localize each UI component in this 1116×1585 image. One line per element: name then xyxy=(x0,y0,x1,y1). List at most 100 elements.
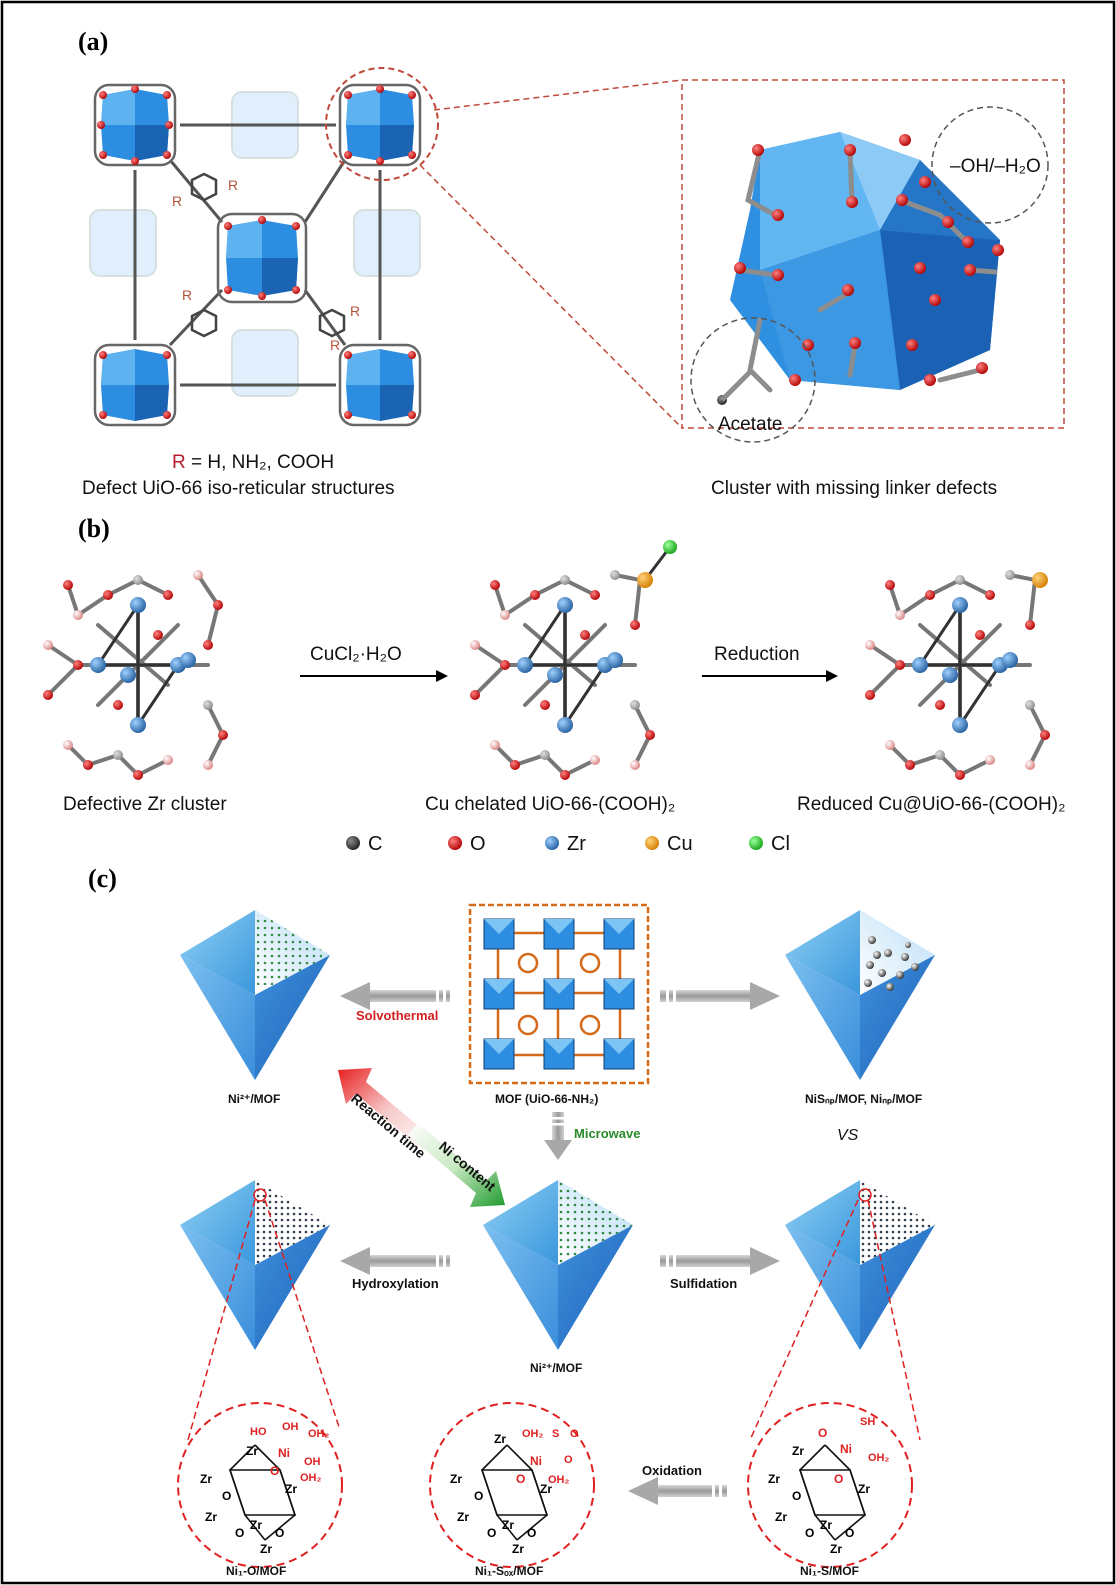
atom-oh2: OH₂ xyxy=(300,1472,322,1484)
atom-o: O xyxy=(270,1464,279,1478)
label-solvothermal: Solvothermal xyxy=(356,1008,438,1023)
zoom-highlight-circle xyxy=(325,67,439,181)
r-substituent: R xyxy=(350,303,360,319)
octahedron-nisnp-mof xyxy=(785,910,935,1080)
atom-zr: Zr xyxy=(768,1472,780,1486)
zr-cluster xyxy=(93,83,177,167)
legend-item-zr: Zr xyxy=(545,833,586,855)
atom-zr: Zr xyxy=(540,1482,552,1496)
legend-label-zr: Zr xyxy=(567,833,586,855)
ni-content-arrow xyxy=(408,1123,505,1207)
panel-a-label: (a) xyxy=(78,27,108,56)
zr-cluster-cu-chelated xyxy=(470,540,677,780)
caption-defective-zr: Defective Zr cluster xyxy=(63,794,227,815)
hydroxylation-arrow xyxy=(340,1247,450,1275)
label-ni1-sox-mof: Ni₁-Sₒₓ/MOF xyxy=(475,1564,543,1578)
octahedron-sulfided xyxy=(785,1180,935,1350)
atom-zr: Zr xyxy=(502,1518,514,1532)
nanoparticle xyxy=(864,936,919,991)
acetate-highlight-circle xyxy=(690,317,816,443)
atom-zr: Zr xyxy=(494,1432,506,1446)
legend-item-cu: Cu xyxy=(645,833,693,855)
zoom-line xyxy=(264,1199,341,1431)
atom-o: O xyxy=(275,1526,284,1540)
atom-zr: Zr xyxy=(858,1482,870,1496)
uio66-lattice: R R R R R xyxy=(89,67,683,429)
solvothermal-arrow xyxy=(340,982,450,1010)
legend-swatch-c xyxy=(346,836,360,850)
atom-zr: Zr xyxy=(457,1510,469,1524)
atom-ni: Ni xyxy=(840,1442,852,1456)
zoom-line xyxy=(187,1199,256,1441)
legend-swatch-cl xyxy=(749,836,763,850)
microwave-arrow xyxy=(544,1112,572,1160)
ni1-sox-structure: Zr Zr Zr Zr Zr Zr O O O Ni OH₂ S O O OH₂… xyxy=(429,1402,595,1568)
atom-zr: Zr xyxy=(830,1542,842,1556)
zr-cluster xyxy=(338,83,422,167)
zoom-box xyxy=(681,79,1065,429)
panel-c-label: (c) xyxy=(88,864,117,893)
label-microwave: Microwave xyxy=(574,1126,640,1141)
atom-o: O xyxy=(527,1526,536,1540)
carboxylate-bond xyxy=(737,147,998,393)
atom-sh: SH xyxy=(860,1416,875,1428)
atom-zr: Zr xyxy=(285,1482,297,1496)
atom-zr: Zr xyxy=(250,1518,262,1532)
legend-item-cl: Cl xyxy=(749,833,790,855)
legend-swatch-cu xyxy=(645,836,659,850)
atom-zr: Zr xyxy=(450,1472,462,1486)
atom-zr: Zr xyxy=(200,1472,212,1486)
zoom-line-bottom xyxy=(419,164,683,429)
label-nisnp-mof: NiSₙₚ/MOF, Niₙₚ/MOF xyxy=(805,1092,922,1106)
label-ni2-mof-top: Ni²⁺/MOF xyxy=(228,1092,280,1106)
reaction-arrow-2-head xyxy=(826,670,838,682)
atom-zr: Zr xyxy=(205,1510,217,1524)
acetate-label: Acetate xyxy=(718,414,782,435)
zr-cluster xyxy=(93,343,177,427)
octahedron-ni2-mof-top xyxy=(180,910,330,1080)
atom-o: O xyxy=(792,1489,801,1503)
atom-o: O xyxy=(818,1426,827,1440)
atom-o: O xyxy=(564,1454,573,1466)
reaction-arrow-1-head xyxy=(436,670,448,682)
lattice-linkers xyxy=(133,123,382,387)
atom-oh2: OH₂ xyxy=(522,1428,544,1440)
r-substituent: R xyxy=(228,177,238,193)
r-substituent: R xyxy=(182,287,192,303)
zoom-caption: Cluster with missing linker defects xyxy=(711,478,997,499)
label-sulfidation: Sulfidation xyxy=(670,1276,737,1291)
defect-site-label: –OH/–H₂O xyxy=(950,156,1041,177)
atom-zr: Zr xyxy=(792,1444,804,1458)
atom-zr: Zr xyxy=(512,1542,524,1556)
atom-oh: OH xyxy=(282,1421,299,1433)
legend-item-o: O xyxy=(448,833,486,855)
atom-oh2: OH₂ xyxy=(868,1452,890,1464)
atom-o: O xyxy=(834,1472,843,1486)
zr-cluster-cu-reduced xyxy=(865,570,1050,780)
sulfidation-arrow xyxy=(660,1247,780,1275)
atom-ni: Ni xyxy=(278,1446,290,1460)
reaction-time-arrow xyxy=(338,1068,435,1152)
zr6-cluster-zoom xyxy=(717,132,1004,405)
atom-o: O xyxy=(516,1472,525,1486)
atom-zr: Zr xyxy=(775,1510,787,1524)
defect-highlight-circle xyxy=(931,106,1049,224)
lattice-caption: Defect UiO-66 iso-reticular structures xyxy=(82,478,395,499)
zr-cluster-defective xyxy=(43,570,228,780)
atom-o: O xyxy=(222,1489,231,1503)
atom-zr: Zr xyxy=(246,1444,258,1458)
atom-o: O xyxy=(570,1428,579,1440)
label-ni2-mof-center: Ni²⁺/MOF xyxy=(530,1361,582,1375)
atom-zr: Zr xyxy=(820,1518,832,1532)
atom-o: O xyxy=(805,1526,814,1540)
legend-label-cl: Cl xyxy=(771,833,790,855)
label-ni1-s-mof: Ni₁-S/MOF xyxy=(800,1564,859,1578)
caption-cu-reduced: Reduced Cu@UiO-66-(COOH)₂ xyxy=(797,794,1065,815)
legend-swatch-o xyxy=(448,836,462,850)
ni1-s-structure: Zr Zr Zr Zr Zr Zr O O O O Ni SH OH₂ O xyxy=(747,1402,913,1568)
octahedron-hydroxylated xyxy=(180,1180,330,1350)
label-oxidation: Oxidation xyxy=(642,1463,702,1478)
label-vs: VS xyxy=(837,1127,859,1144)
